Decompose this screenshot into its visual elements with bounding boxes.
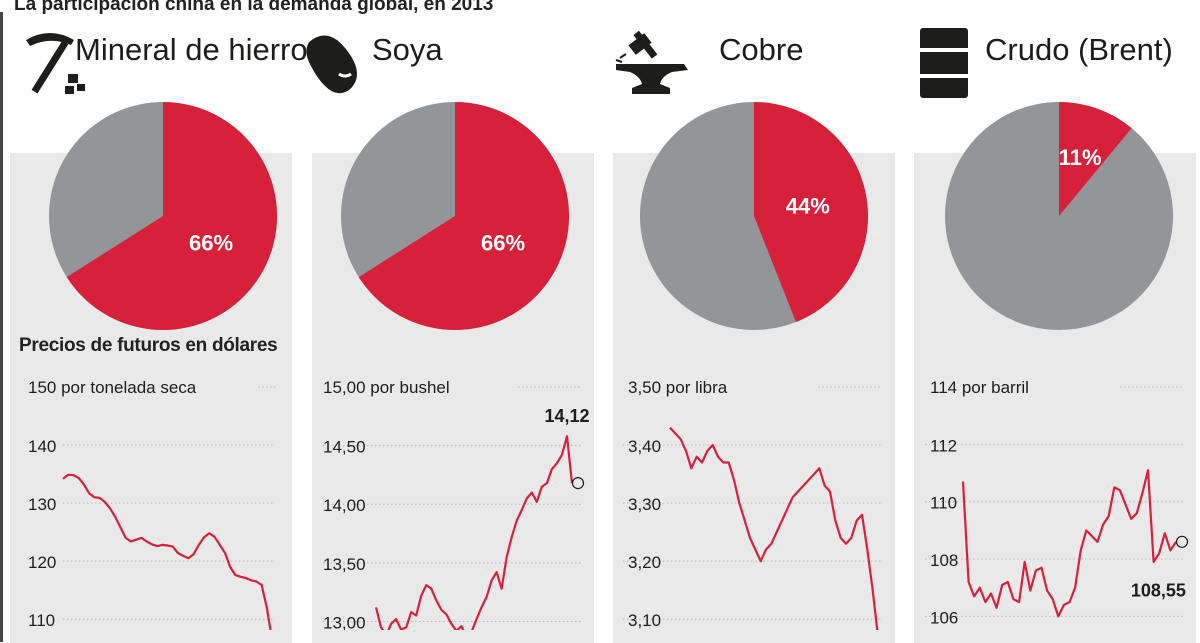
- commodity-name: Cobre: [719, 32, 804, 67]
- y-tick-label: 140: [28, 437, 56, 456]
- pie-share-label: 66%: [481, 230, 525, 255]
- y-tick-label: 14,00: [323, 496, 366, 515]
- share-pie: 44%: [640, 102, 868, 330]
- share-pie: 11%: [945, 102, 1173, 330]
- pie-share-label: 66%: [189, 230, 233, 255]
- unit-label: 15,00 por bushel: [323, 378, 450, 397]
- y-tick-label: 130: [28, 495, 56, 514]
- infographic-title: La participación china en la demanda glo…: [14, 0, 494, 15]
- price-section-subtitle: Precios de futuros en dólares: [19, 335, 278, 356]
- price-series: [961, 469, 1177, 618]
- y-tick-label: 120: [28, 553, 56, 572]
- callout-label: 14,12: [544, 406, 589, 426]
- commodity-name: Soya: [372, 32, 443, 67]
- unit-label: 3,50 por libra: [628, 378, 728, 397]
- y-tick-label: 110: [930, 494, 957, 513]
- left-rule: [0, 12, 3, 642]
- share-pie: 66%: [49, 102, 278, 330]
- pie-share-label: 44%: [786, 194, 830, 219]
- pickaxe-icon: [26, 33, 85, 94]
- y-tick-label: 13,50: [323, 555, 366, 574]
- unit-label: 114 por barril: [930, 378, 1029, 397]
- price-series: [669, 426, 879, 630]
- y-tick-label: 3,10: [628, 611, 661, 630]
- line-chart: 140 130 120 110 150 por tonelada seca: [28, 378, 275, 630]
- share-pie: 66%: [341, 102, 570, 330]
- pie-share-label: 11%: [1059, 145, 1102, 170]
- price-series: [62, 473, 272, 630]
- y-tick-label: 106: [930, 608, 958, 627]
- line-chart: 3,40 3,30 3,20 3,10 3,50 por libra: [623, 378, 882, 630]
- pie-slice-china: [358, 102, 570, 330]
- commodity-name: Crudo (Brent): [985, 32, 1173, 67]
- pie-slice-china: [754, 102, 868, 322]
- y-tick-label: 3,40: [628, 437, 661, 456]
- callout-label: 108,55: [1131, 580, 1186, 600]
- y-tick-label: 108: [930, 551, 958, 570]
- y-tick-label: 3,30: [628, 495, 661, 514]
- y-tick-label: 14,50: [323, 438, 366, 457]
- line-chart: 14,50 14,00 13,50 13,00 15,00 por bushel 14,1…: [323, 378, 590, 630]
- y-tick-label: 13,00: [323, 613, 366, 630]
- pie-slice-china: [66, 102, 278, 330]
- anvil-icon: [615, 30, 688, 94]
- barrel-icon: [920, 28, 968, 98]
- line-chart: 112 110 108 106 114 por barril 108,55: [925, 378, 1189, 627]
- y-tick-label: 112: [930, 436, 957, 455]
- end-point-marker: [1175, 535, 1189, 548]
- commodity-name: Mineral de hierro: [75, 32, 308, 67]
- y-tick-label: 110: [28, 611, 55, 630]
- end-point-marker: [571, 477, 585, 490]
- unit-label: 150 por tonelada seca: [28, 378, 197, 397]
- y-tick-label: 3,20: [628, 553, 661, 572]
- pie-slice-china: [1059, 102, 1132, 216]
- price-series: [374, 435, 574, 630]
- soybean-icon: [306, 35, 357, 94]
